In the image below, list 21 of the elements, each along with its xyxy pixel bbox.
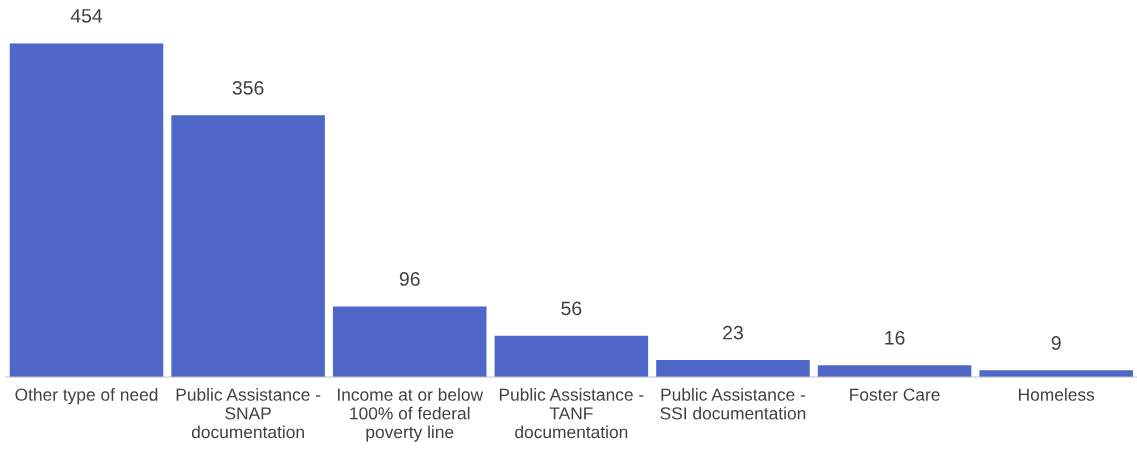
data-label: 454 (70, 9, 103, 23)
bar (656, 360, 810, 377)
bar (171, 115, 325, 377)
data-label: 16 (885, 330, 905, 345)
data-label: 9 (1051, 336, 1061, 350)
data-label: 23 (723, 325, 743, 340)
x-tick-label: Public Assistance - SSI documentation (660, 388, 806, 420)
x-tick-label: Income at or below 100% of federal poverty line (337, 388, 484, 442)
bar (9, 43, 164, 377)
x-tick-label: Foster Care (850, 388, 940, 401)
x-tick-label: Homeless (1019, 388, 1095, 401)
x-tick-label: Other type of need (15, 388, 158, 405)
data-label: 96 (399, 272, 420, 286)
bar (332, 306, 487, 377)
bar (494, 335, 649, 377)
data-label: 356 (232, 80, 264, 95)
bar (979, 370, 1133, 377)
x-tick-label: Public Assistance - SNAP documentation (176, 388, 321, 439)
data-label: 56 (561, 301, 582, 316)
x-tick-label: Public Assistance - TANF documentation (499, 388, 644, 439)
bar (817, 365, 972, 377)
